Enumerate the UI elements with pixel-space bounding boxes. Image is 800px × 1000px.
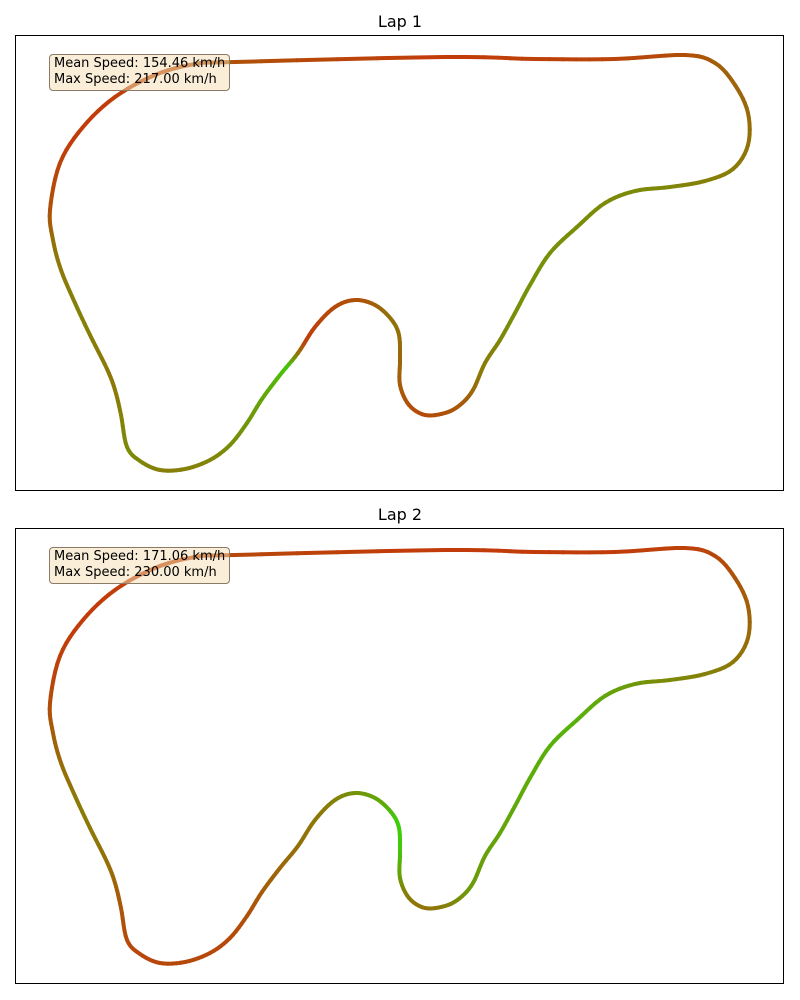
track-segment — [233, 552, 264, 557]
max-speed-label: Max Speed: 217.00 km/h — [54, 72, 217, 87]
track-segment — [375, 548, 417, 554]
track-segment — [259, 551, 299, 557]
track-segment — [625, 548, 643, 554]
chart-title: Lap 1 — [377, 12, 423, 31]
track-segment — [294, 550, 339, 556]
track-segment — [334, 549, 380, 555]
track-segment — [375, 55, 417, 61]
track-segment — [334, 56, 380, 62]
lap-1-panel: Lap 1 Mean Speed: 154.46 km/h Max Speed:… — [0, 0, 800, 492]
max-speed-label: Max Speed: 230.00 km/h — [54, 565, 217, 580]
track-segment — [638, 547, 656, 553]
track-plot — [47, 546, 752, 966]
track-segment — [496, 55, 513, 61]
track-segment — [613, 549, 630, 554]
track-segment — [294, 57, 339, 63]
chart-title: Lap 2 — [377, 505, 423, 524]
track-plot — [47, 53, 752, 473]
speed-stats-box: Mean Speed: 154.46 km/h Max Speed: 217.0… — [49, 54, 231, 91]
plot-area — [15, 35, 784, 491]
mean-speed-label: Mean Speed: 171.06 km/h — [54, 549, 226, 564]
track-segment — [613, 56, 630, 61]
plot-area — [15, 528, 784, 984]
track-segment — [233, 59, 264, 64]
track-segment — [259, 58, 299, 64]
speed-stats-box: Mean Speed: 171.06 km/h Max Speed: 230.0… — [49, 547, 231, 584]
track-segment — [625, 55, 643, 61]
track-segment — [496, 548, 513, 554]
mean-speed-label: Mean Speed: 154.46 km/h — [54, 56, 226, 71]
lap-2-panel: Lap 2 Mean Speed: 171.06 km/h Max Speed:… — [0, 493, 800, 985]
track-segment — [638, 54, 656, 60]
